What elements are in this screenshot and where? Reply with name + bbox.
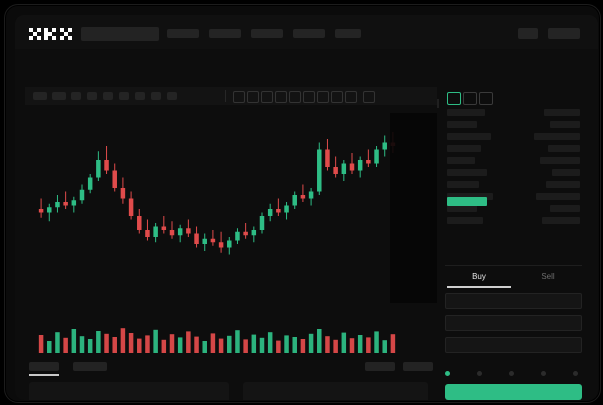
orderbook-row[interactable] bbox=[550, 121, 580, 128]
book-view-both-icon[interactable] bbox=[447, 92, 461, 105]
orderbook-row[interactable] bbox=[447, 169, 487, 176]
orderbook-row[interactable] bbox=[546, 181, 580, 188]
fib-icon[interactable] bbox=[261, 91, 273, 103]
orderbook-trade-panel: Buy Sell bbox=[439, 87, 588, 400]
orderbook-row[interactable] bbox=[552, 169, 580, 176]
nav-item-1[interactable] bbox=[167, 29, 199, 38]
orderbook-view-tabs bbox=[445, 92, 585, 105]
orderbook-row[interactable] bbox=[447, 193, 493, 200]
market-header-bar: Spot Trading bbox=[15, 49, 598, 112]
orderbook-row[interactable] bbox=[447, 217, 483, 224]
search-input[interactable] bbox=[81, 27, 159, 41]
slider-dot-1[interactable] bbox=[477, 371, 482, 376]
tab-open-orders[interactable] bbox=[29, 362, 59, 371]
topbar-action-2[interactable] bbox=[548, 28, 580, 39]
timeframe-1[interactable] bbox=[33, 92, 47, 100]
order-amount-field[interactable] bbox=[445, 315, 582, 331]
submit-buy-button[interactable] bbox=[445, 384, 582, 400]
orderbook-row[interactable] bbox=[544, 109, 580, 116]
candlestick-chart[interactable] bbox=[25, 105, 437, 359]
order-total-field[interactable] bbox=[445, 337, 582, 353]
timeframe-7[interactable] bbox=[135, 92, 145, 100]
settings-icon[interactable] bbox=[363, 91, 375, 103]
trendline-icon[interactable] bbox=[247, 91, 259, 103]
brush-icon[interactable] bbox=[275, 91, 287, 103]
orderbook-row[interactable] bbox=[447, 145, 481, 152]
orderbook-row[interactable] bbox=[447, 205, 477, 212]
magnet-icon[interactable] bbox=[303, 91, 315, 103]
orders-empty-panel-right bbox=[243, 382, 428, 400]
chart-toolbar bbox=[25, 87, 437, 105]
orderbook-row[interactable] bbox=[548, 145, 580, 152]
nav-item-5[interactable] bbox=[335, 29, 361, 38]
orderbook-row[interactable] bbox=[447, 157, 475, 164]
okx-logo[interactable] bbox=[29, 28, 73, 41]
orderbook-row[interactable] bbox=[540, 157, 580, 164]
eye-icon[interactable] bbox=[331, 91, 343, 103]
amount-slider[interactable] bbox=[445, 370, 582, 378]
device-bezel: Spot Trading bbox=[4, 4, 601, 403]
orders-action-2[interactable] bbox=[403, 362, 433, 371]
timeframe-5[interactable] bbox=[103, 92, 113, 100]
orderbook-row[interactable] bbox=[542, 217, 580, 224]
orders-action-1[interactable] bbox=[365, 362, 395, 371]
orders-tab-underline bbox=[29, 374, 59, 376]
timeframe-8[interactable] bbox=[151, 92, 161, 100]
buy-sell-underline bbox=[447, 286, 511, 288]
timeframe-3[interactable] bbox=[71, 92, 81, 100]
orderbook-row[interactable] bbox=[550, 205, 580, 212]
nav-item-2[interactable] bbox=[209, 29, 241, 38]
trash-icon[interactable] bbox=[345, 91, 357, 103]
orderbook-row[interactable] bbox=[536, 193, 580, 200]
orders-tabbar bbox=[25, 359, 437, 376]
app-screen: Spot Trading bbox=[15, 15, 598, 400]
orderbook-row[interactable] bbox=[447, 121, 477, 128]
tab-order-history[interactable] bbox=[73, 362, 107, 371]
buy-sell-tabs: Buy Sell bbox=[445, 269, 582, 289]
measure-icon[interactable] bbox=[289, 91, 301, 103]
slider-dot-4[interactable] bbox=[573, 371, 578, 376]
orderbook-row[interactable] bbox=[447, 133, 491, 140]
slider-dot-2[interactable] bbox=[509, 371, 514, 376]
top-navigation-bar bbox=[15, 15, 598, 49]
timeframe-2[interactable] bbox=[52, 92, 66, 100]
crosshair-icon[interactable] bbox=[233, 91, 245, 103]
nav-item-3[interactable] bbox=[251, 29, 283, 38]
orders-empty-panel-left bbox=[29, 382, 229, 400]
slider-dot-0[interactable] bbox=[445, 371, 450, 376]
tab-buy[interactable]: Buy bbox=[472, 272, 486, 281]
toolbar-divider bbox=[225, 90, 226, 102]
book-view-bids-icon[interactable] bbox=[463, 92, 477, 105]
orderbook-row[interactable] bbox=[534, 133, 580, 140]
slider-dot-3[interactable] bbox=[541, 371, 546, 376]
timeframe-4[interactable] bbox=[87, 92, 97, 100]
book-view-asks-icon[interactable] bbox=[479, 92, 493, 105]
lock-icon[interactable] bbox=[317, 91, 329, 103]
tab-sell[interactable]: Sell bbox=[541, 272, 555, 281]
orderbook-row[interactable] bbox=[447, 109, 485, 116]
nav-item-4[interactable] bbox=[293, 29, 325, 38]
timeframe-6[interactable] bbox=[119, 92, 129, 100]
topbar-action-1[interactable] bbox=[518, 28, 538, 39]
chart-panel bbox=[25, 87, 437, 359]
orderbook-selected-row[interactable] bbox=[447, 197, 487, 206]
panel-divider bbox=[445, 265, 582, 266]
order-price-field[interactable] bbox=[445, 293, 582, 309]
timeframe-9[interactable] bbox=[167, 92, 177, 100]
orderbook-row[interactable] bbox=[447, 181, 479, 188]
